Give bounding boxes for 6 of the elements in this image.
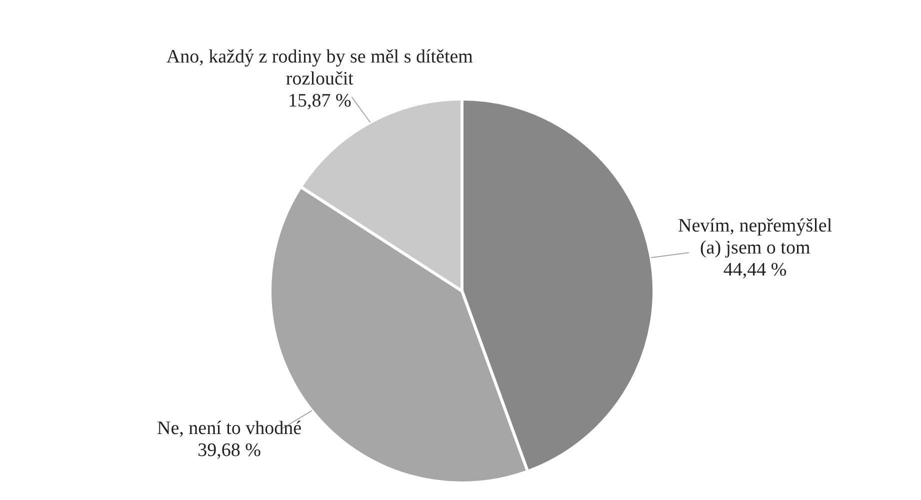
data-label: 39,68 % (198, 440, 262, 461)
slice-label: Ano, každý z rodiny by se měl s dítětem rozloučit (166, 46, 474, 90)
slice-label: Ne, není to vhodné (157, 418, 302, 439)
data-label: 15,87 % (288, 90, 352, 112)
data-label: 44,44 % (723, 260, 787, 281)
slice-label: Nevím, nepřemýšlel (a) jsem o tom (678, 216, 832, 259)
